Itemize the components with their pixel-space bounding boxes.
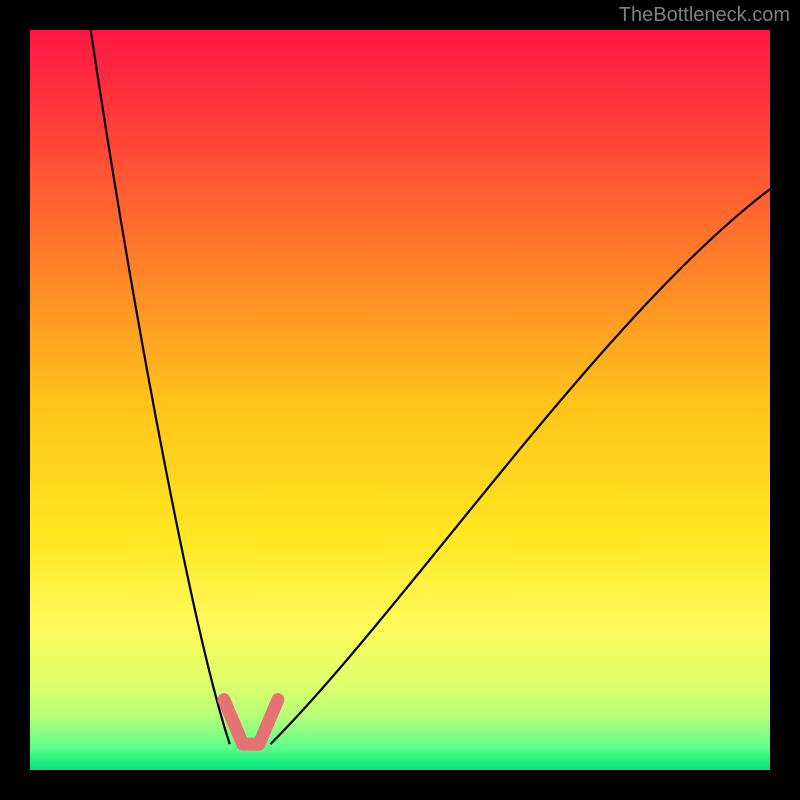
watermark-text: TheBottleneck.com bbox=[619, 4, 790, 27]
bottleneck-chart bbox=[0, 0, 800, 800]
chart-svg bbox=[0, 0, 800, 800]
chart-background bbox=[30, 30, 770, 770]
